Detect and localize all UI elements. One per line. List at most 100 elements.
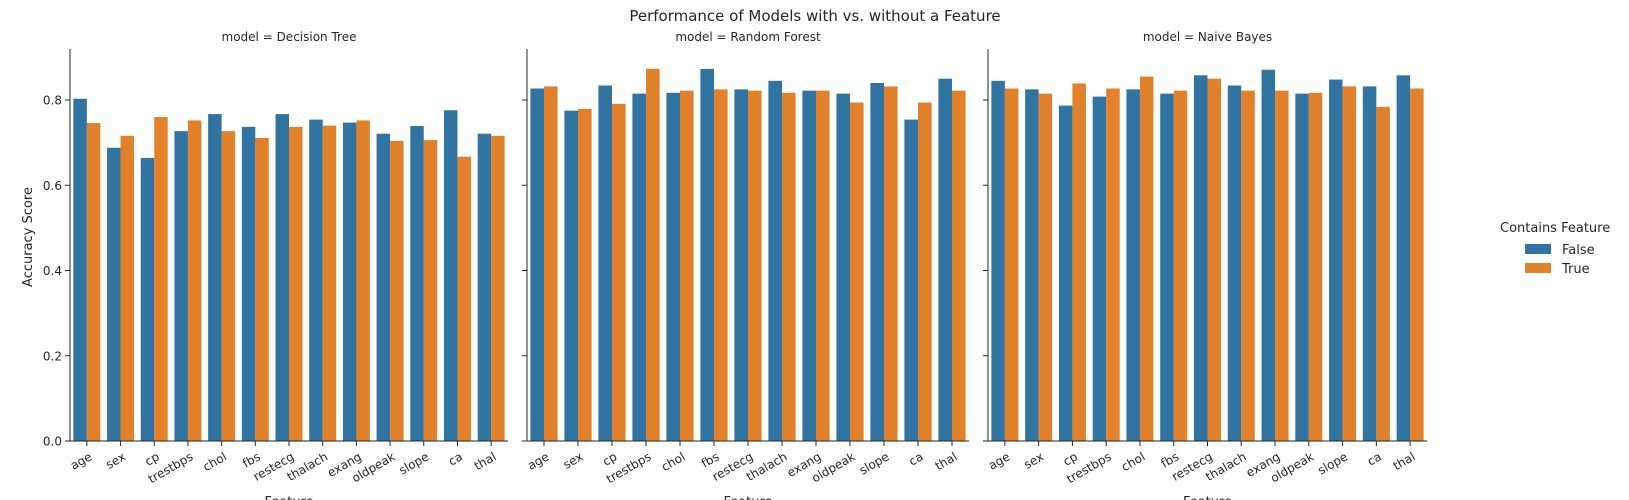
x-tick-label: ca	[1365, 449, 1384, 468]
facet-title: model = Random Forest	[675, 30, 821, 44]
bar-false	[208, 114, 222, 441]
bar-false	[275, 114, 289, 441]
x-tick-label: thal	[1391, 449, 1418, 473]
bar-true	[154, 117, 168, 441]
x-axis-label: Feature	[1183, 495, 1232, 500]
bar-true	[289, 126, 303, 442]
bar-true	[86, 123, 101, 441]
y-tick-label: 0.2	[43, 349, 62, 363]
bar-true	[850, 102, 864, 441]
chart-title: Performance of Models with vs. without a…	[629, 7, 1000, 25]
bar-false	[564, 110, 578, 442]
bar-true	[578, 108, 592, 441]
bar-false	[1396, 75, 1411, 442]
bar-false	[241, 126, 256, 442]
x-tick-label: age	[68, 449, 94, 472]
bar-true	[390, 140, 404, 441]
bar-false	[700, 68, 714, 442]
bar-true	[680, 90, 694, 441]
y-tick-label: 0.8	[43, 94, 62, 108]
bar-false	[666, 92, 680, 442]
bar-false	[1058, 105, 1073, 441]
bar-false	[107, 147, 121, 441]
x-tick-label: cp	[600, 449, 619, 468]
bar-true	[544, 86, 558, 441]
bar-true	[221, 131, 236, 441]
bar-false	[342, 122, 357, 442]
x-tick-label: slope	[857, 449, 892, 477]
x-tick-label: sex	[103, 449, 128, 471]
bar-false	[1261, 69, 1276, 441]
bar-true	[748, 90, 762, 441]
legend-swatch-false	[1525, 244, 1551, 254]
legend-title: Contains Feature	[1500, 221, 1610, 236]
bar-false	[1160, 93, 1174, 442]
x-tick-label: ca	[446, 449, 465, 468]
bar-true	[918, 102, 932, 441]
bar-false	[477, 133, 492, 441]
bar-true	[1342, 86, 1357, 441]
bar-true	[423, 140, 438, 441]
bar-true	[1004, 88, 1019, 441]
bar-false	[309, 119, 323, 442]
bar-true	[952, 90, 966, 441]
bar-false	[836, 93, 850, 442]
bar-true	[646, 68, 660, 442]
bar-false	[530, 88, 544, 441]
bar-true	[457, 156, 471, 441]
bar-false	[1227, 85, 1242, 442]
x-tick-label: chol	[201, 449, 230, 474]
y-tick-label: 0.4	[43, 264, 62, 278]
bar-false	[802, 90, 816, 441]
bar-false	[734, 89, 748, 442]
legend-label-true: True	[1561, 262, 1590, 277]
y-tick-label: 0.0	[43, 435, 62, 449]
x-tick-label: cp	[1061, 449, 1080, 468]
bar-false	[410, 126, 424, 442]
bar-false	[1329, 79, 1343, 441]
legend-label-false: False	[1562, 243, 1595, 258]
bar-true	[1207, 78, 1222, 441]
bar-true	[1106, 88, 1120, 441]
bar-true	[612, 103, 626, 441]
facet-title: model = Decision Tree	[222, 30, 357, 44]
bar-false	[1025, 89, 1039, 442]
bar-false	[1193, 75, 1208, 442]
bar-false	[73, 98, 87, 442]
bar-true	[1308, 92, 1323, 442]
bar-true	[1410, 88, 1424, 441]
bar-false	[632, 93, 646, 442]
x-tick-label: slope	[397, 449, 432, 477]
bar-true	[356, 120, 370, 441]
bar-true	[187, 120, 202, 441]
bar-false	[376, 133, 391, 441]
x-tick-label: ca	[906, 449, 925, 468]
bar-true	[782, 92, 796, 442]
bar-true	[714, 89, 728, 442]
x-tick-label: slope	[1315, 449, 1350, 477]
x-axis-label: Feature	[264, 495, 313, 500]
bar-true	[1376, 106, 1390, 441]
bar-true	[1275, 90, 1289, 441]
bar-true	[120, 135, 135, 441]
bar-true	[255, 137, 269, 441]
bar-true	[491, 135, 505, 441]
bar-true	[1139, 76, 1154, 441]
x-tick-label: cp	[142, 449, 161, 468]
bar-true	[322, 125, 337, 441]
bar-true	[816, 90, 830, 441]
bar-false	[870, 82, 884, 441]
bar-false	[140, 157, 155, 442]
bar-false	[598, 85, 612, 442]
bar-true	[1241, 90, 1255, 441]
bar-true	[1038, 93, 1053, 442]
bar-true	[884, 86, 898, 441]
y-tick-label: 0.6	[43, 179, 62, 193]
y-axis-label: Accuracy Score	[21, 187, 36, 287]
x-tick-label: age	[986, 449, 1012, 472]
bar-false	[904, 119, 918, 442]
bar-false	[768, 80, 782, 441]
bar-true	[1173, 90, 1188, 441]
